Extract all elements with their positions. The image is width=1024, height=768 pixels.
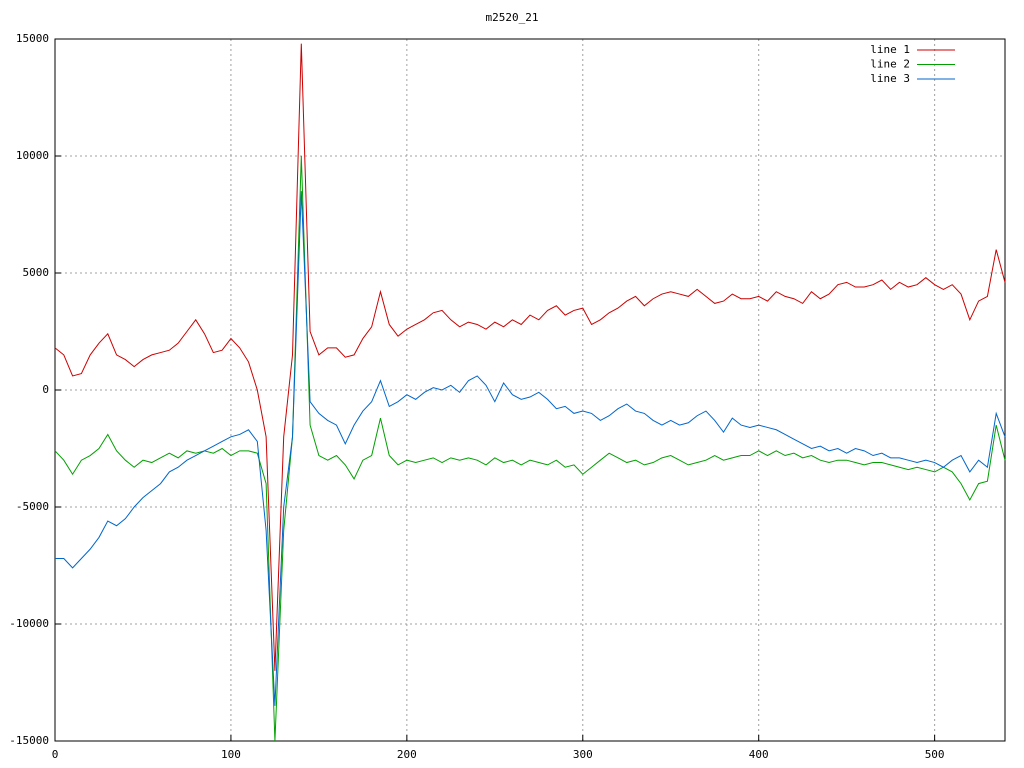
- chart-title: m2520_21: [486, 11, 539, 24]
- data-line: [54, 43, 1006, 671]
- plot-frame: [54, 38, 1006, 742]
- y-tick-label: 0: [42, 383, 49, 396]
- y-tick-label: 5000: [23, 266, 50, 279]
- y-tick-label: 10000: [16, 149, 49, 162]
- x-tick-label: 100: [221, 748, 241, 761]
- legend-label: line 2: [870, 58, 910, 71]
- y-tick-label: -15000: [9, 734, 49, 747]
- y-tick-label: -10000: [9, 617, 49, 630]
- y-tick-label: 15000: [16, 32, 49, 45]
- legend-label: line 1: [870, 43, 910, 56]
- data-line: [54, 155, 1006, 742]
- x-tick-label: 500: [925, 748, 945, 761]
- x-tick-label: 400: [749, 748, 769, 761]
- data-line: [55, 191, 1006, 706]
- legend-label: line 3: [870, 72, 910, 85]
- x-tick-label: 300: [573, 748, 593, 761]
- y-tick-label: -5000: [16, 500, 49, 513]
- x-tick-label: 200: [397, 748, 417, 761]
- x-tick-label: 0: [52, 748, 59, 761]
